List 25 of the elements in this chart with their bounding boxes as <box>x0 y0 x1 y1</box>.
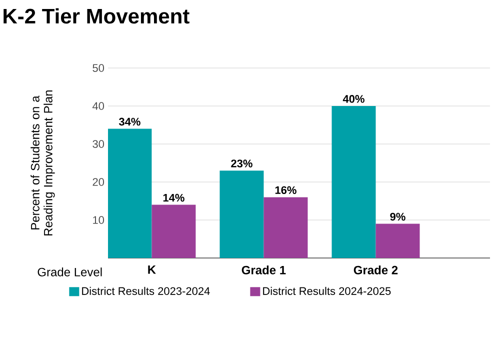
bar <box>332 106 376 258</box>
y-tick-label: 40 <box>92 102 104 110</box>
y-axis-title: Percent of Students on a Reading Improvement Plan <box>30 90 55 236</box>
bar <box>152 204 196 258</box>
x-tick-label: Grade 1 <box>242 266 286 274</box>
legend-label: District Results 2023-2024 <box>82 286 210 295</box>
x-axis-title: Grade Level <box>38 268 102 276</box>
x-tick-label: K <box>148 266 156 274</box>
y-tick-label: 20 <box>92 178 104 186</box>
bar <box>264 197 308 258</box>
chart-title: K-2 Tier Movement <box>4 8 190 24</box>
bar <box>108 128 152 258</box>
legend-label: District Results 2024-2025 <box>263 286 391 295</box>
data-label: 14% <box>163 194 184 202</box>
bar <box>376 224 420 258</box>
y-tick-label: 30 <box>92 140 104 148</box>
y-tick-label: 10 <box>93 216 104 224</box>
data-label: 23% <box>231 160 252 168</box>
y-tick-label: 50 <box>92 64 104 72</box>
data-label: 9% <box>390 212 406 221</box>
data-label: 34% <box>118 118 140 126</box>
x-tick-label: Grade 2 <box>354 266 398 274</box>
data-label: 16% <box>275 186 296 194</box>
bar <box>220 170 264 258</box>
data-label: 40% <box>342 95 364 103</box>
